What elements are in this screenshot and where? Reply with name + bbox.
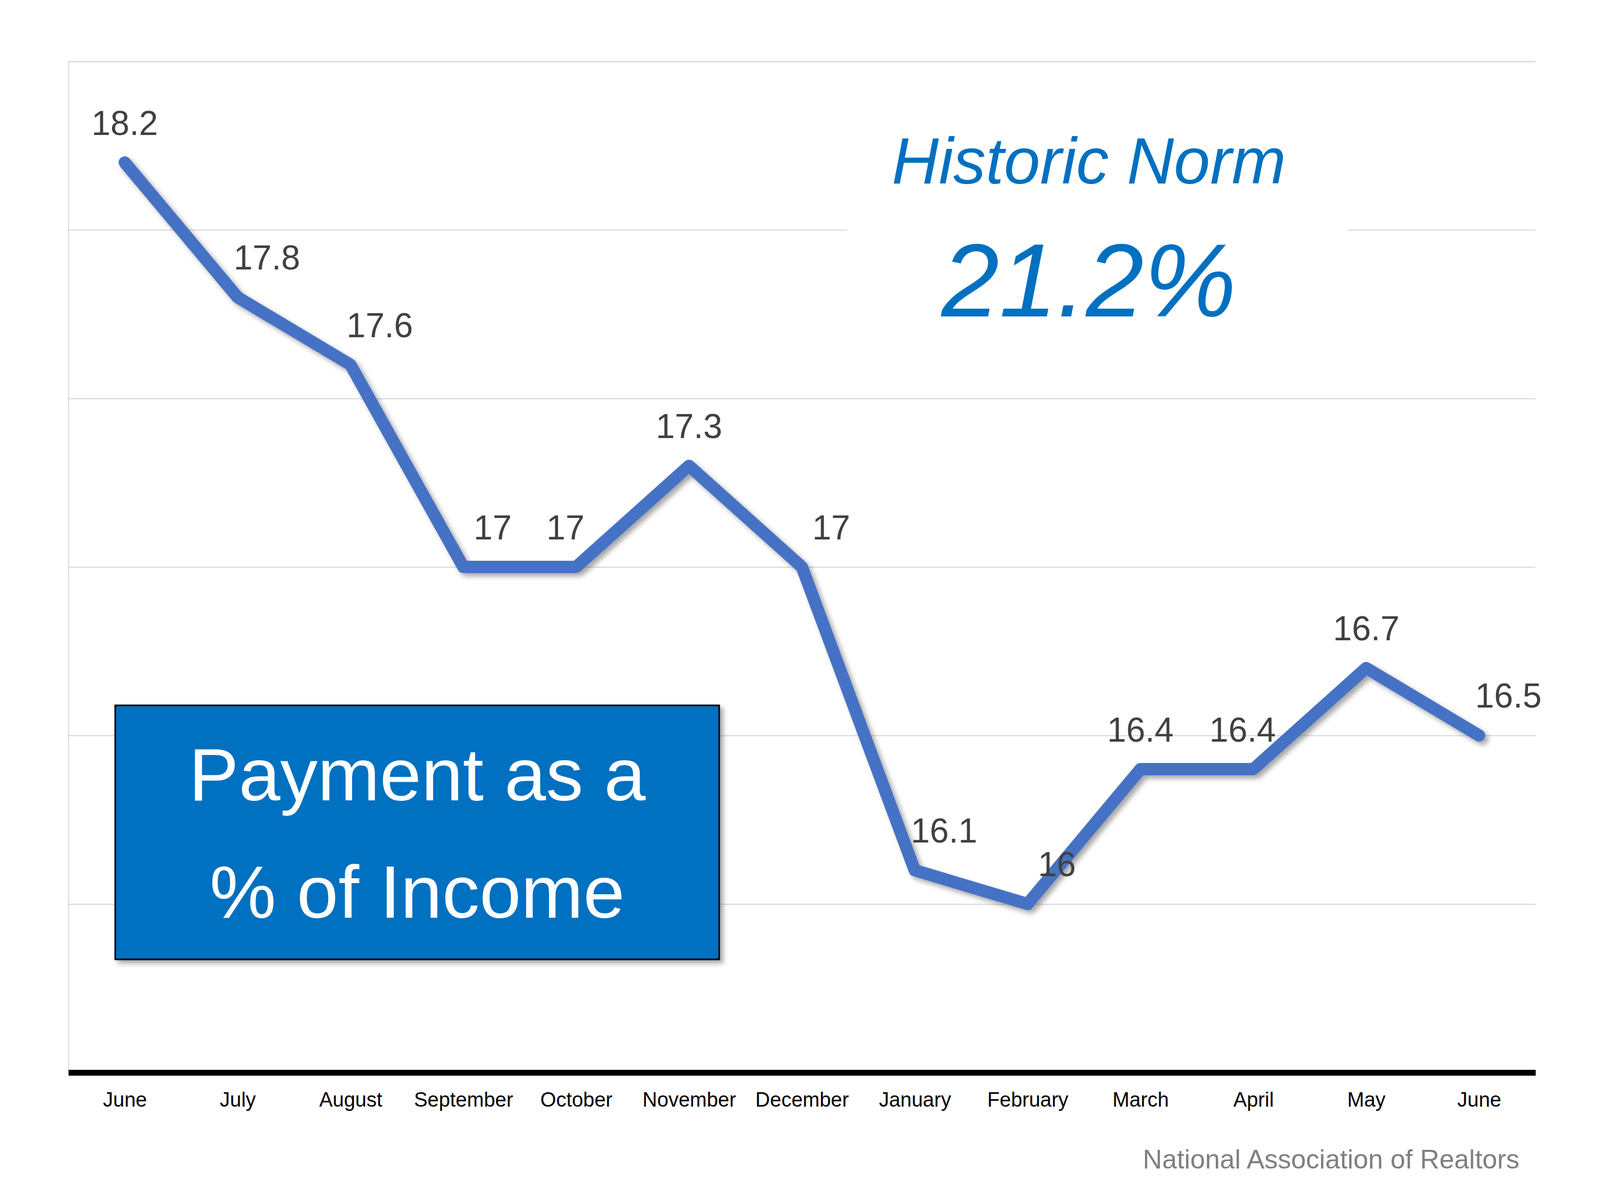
data-label: 16.1 bbox=[910, 811, 978, 850]
data-label: 17 bbox=[812, 508, 850, 547]
x-tick: March bbox=[1112, 1072, 1169, 1111]
y-axis bbox=[68, 61, 1536, 1073]
x-tick: July bbox=[219, 1072, 257, 1111]
grid-line bbox=[68, 1072, 1536, 1074]
data-label: 17 bbox=[473, 508, 512, 547]
y-axis-line bbox=[68, 61, 1536, 1073]
title-line: % of Income bbox=[209, 849, 625, 934]
grid-line bbox=[68, 61, 1536, 63]
x-tick: June bbox=[102, 1072, 147, 1111]
x-tick: January bbox=[878, 1072, 951, 1111]
data-label: 17.8 bbox=[233, 238, 301, 277]
data-label: 16 bbox=[1037, 845, 1076, 884]
source: National Association of Realtors bbox=[1142, 1144, 1520, 1175]
x-tick: November bbox=[642, 1072, 737, 1111]
x-axis-line bbox=[68, 1069, 1536, 1076]
annotation: 21.2% bbox=[940, 221, 1237, 339]
x-tick-label: August bbox=[319, 1088, 383, 1111]
title: Payment as a % of Income bbox=[188, 732, 646, 934]
x-tick-label: March bbox=[1112, 1088, 1169, 1111]
x-tick-label: July bbox=[219, 1088, 257, 1111]
x-tick-label: April bbox=[1233, 1088, 1275, 1111]
data-label: 17.3 bbox=[655, 407, 723, 446]
grid-line bbox=[68, 397, 1536, 400]
annotation: Historic Norm bbox=[892, 124, 1287, 198]
data-label: 16.4 bbox=[1209, 710, 1277, 750]
x-tick-label: January bbox=[878, 1088, 951, 1111]
data-label: 16.5 bbox=[1475, 676, 1542, 715]
y-tick bbox=[68, 61, 1536, 62]
chart: June July August September October November De… bbox=[0, 0, 1600, 1200]
data-label: 16.7 bbox=[1332, 609, 1400, 648]
data-label: 18.2 bbox=[91, 104, 158, 143]
x-tick-label: May bbox=[1347, 1088, 1386, 1111]
x-tick: December bbox=[755, 1072, 850, 1111]
x-tick: April bbox=[1233, 1072, 1275, 1111]
plot-area bbox=[124, 162, 1479, 905]
data-label: 16.4 bbox=[1107, 710, 1174, 750]
x-axis: June July August September October November De… bbox=[68, 1072, 1536, 1111]
x-tick-label: September bbox=[414, 1088, 514, 1111]
y-tick bbox=[68, 398, 1536, 400]
data-label: 17.6 bbox=[346, 306, 414, 345]
x-tick: May bbox=[1347, 1072, 1386, 1111]
x-tick: June bbox=[1457, 1072, 1502, 1111]
x-tick: October bbox=[540, 1072, 614, 1111]
x-tick: September bbox=[414, 1072, 514, 1111]
series-line bbox=[124, 162, 1479, 905]
x-tick-label: December bbox=[755, 1088, 850, 1111]
x-tick-label: June bbox=[102, 1088, 147, 1111]
x-tick-label: June bbox=[1457, 1088, 1502, 1111]
x-tick: February bbox=[987, 1072, 1069, 1111]
title-box bbox=[115, 705, 720, 960]
title-line: Payment as a bbox=[188, 732, 646, 817]
data-labels: 18.2 17.8 17.6 17 17 17.3 17 16.1 16 16.4 16.4 16.7… bbox=[91, 104, 1542, 885]
y-tick bbox=[68, 1072, 1536, 1073]
x-tick-label: February bbox=[987, 1088, 1069, 1111]
x-tick-label: November bbox=[642, 1088, 737, 1111]
data-label: 17 bbox=[546, 508, 585, 547]
x-tick: August bbox=[319, 1072, 383, 1111]
x-tick-label: October bbox=[540, 1088, 614, 1111]
